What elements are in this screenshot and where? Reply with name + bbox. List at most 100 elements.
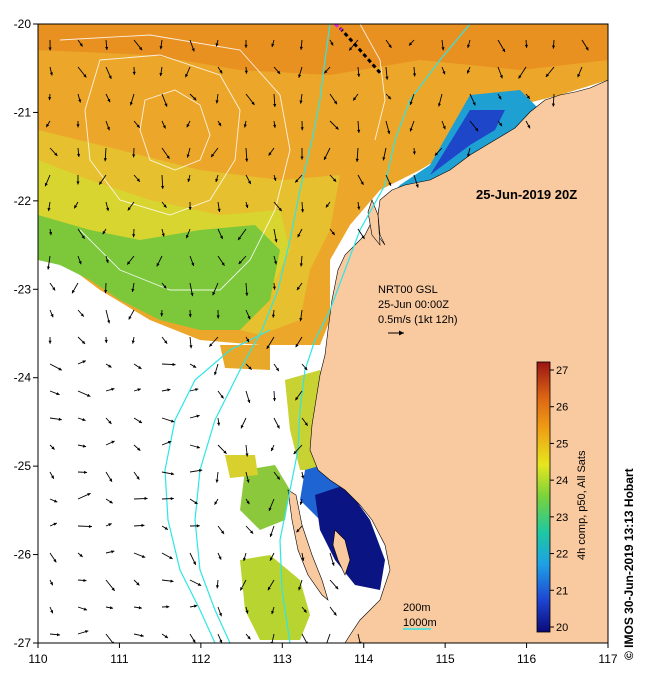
current-vector-head [109, 478, 113, 482]
current-vector-head [246, 479, 250, 483]
current-vector-head [220, 395, 224, 399]
current-vector-head [109, 500, 113, 504]
current-vector-head [299, 501, 303, 505]
current-vector-head [81, 340, 86, 344]
x-axis: 110 111 112 113 114 115 116 117 [28, 643, 618, 666]
y-tick-label: -24 [14, 371, 32, 385]
current-vector-head [278, 207, 282, 212]
x-tick-label: 113 [273, 652, 292, 666]
current-vector-head [52, 287, 56, 291]
current-vector-head [186, 154, 190, 158]
current-vector-head [382, 157, 386, 161]
current-vector-head [303, 609, 307, 613]
x-tick-label: 112 [191, 652, 210, 666]
current-vector-head [140, 633, 144, 638]
current-vector-head [271, 43, 275, 47]
current-vector-head [295, 343, 299, 348]
current-vector-head [249, 530, 254, 534]
current-vector-head [132, 154, 136, 158]
current-vector-head [48, 97, 52, 101]
current-vector-head [251, 101, 255, 106]
current-vector-head [163, 204, 167, 208]
current-vector [105, 633, 114, 643]
current-vector-head [527, 124, 531, 129]
current-vector-head [136, 476, 140, 480]
x-tick-label: 111 [110, 652, 129, 666]
current-vector-head [192, 364, 197, 368]
current-vector-head [78, 260, 82, 265]
island-dirk-hartog [287, 489, 329, 601]
sst-green-region [38, 215, 280, 330]
current-vector-head [247, 636, 251, 640]
current-vector-head [74, 205, 78, 209]
current-vector-head [276, 476, 280, 480]
current-vector-head [223, 450, 227, 454]
current-vector-head [199, 468, 203, 473]
current-vector-head [498, 122, 503, 127]
current-vector-head [46, 123, 50, 128]
current-vector-head [242, 557, 247, 562]
current-vector-head [53, 559, 57, 563]
current-vector-head [295, 179, 299, 183]
current-vector-head [164, 103, 168, 107]
current-vector-head [217, 208, 221, 212]
current-vector-head [276, 425, 280, 429]
y-tick-label: -26 [14, 548, 32, 562]
current-vector-head [102, 230, 106, 235]
current-vector-head [194, 501, 198, 505]
current-vector-head [191, 262, 195, 267]
current-vector-head [78, 99, 82, 103]
current-vector-head [524, 44, 529, 48]
current-vector-head [50, 475, 54, 479]
current-vector-head [48, 231, 53, 236]
current-vector-head [167, 388, 171, 392]
current-vector-head [273, 261, 278, 265]
current-vector-head [269, 533, 273, 537]
current-vector-head [246, 500, 250, 505]
current-vector-head [442, 70, 446, 75]
current-vector-head [193, 604, 198, 608]
current-vector-head [83, 578, 87, 583]
x-tick-label: 116 [517, 652, 536, 666]
current-vector-head [109, 606, 114, 610]
current-vector-head [300, 127, 304, 131]
current-vector-head [106, 126, 110, 131]
sst-patch-south [240, 465, 290, 530]
current-vector-head [271, 610, 275, 615]
current-vector-head [82, 360, 86, 364]
current-vector-head [215, 585, 220, 589]
current-vector-head [466, 70, 470, 74]
current-vector-head [136, 124, 140, 128]
current-vector-head [245, 204, 249, 208]
current-vector-head [49, 72, 53, 76]
depth-legend-1000m: 1000m [403, 617, 437, 629]
current-vector-head [108, 523, 112, 527]
current-vector-head [213, 371, 218, 376]
current-vector-head [216, 315, 220, 319]
current-vector-head [189, 345, 193, 349]
current-vector-head [72, 289, 75, 294]
current-vector-head [193, 97, 197, 101]
current-vector-head [415, 184, 419, 188]
current-vector-head [83, 74, 87, 78]
current-vector-head [304, 366, 308, 371]
current-vector-head [298, 586, 302, 591]
current-vector-head [272, 286, 276, 290]
current-vector-head [324, 70, 328, 74]
current-vector-head [526, 95, 530, 99]
date-label: 25-Jun-2019 20Z [476, 187, 577, 202]
current-vector-head [551, 45, 556, 49]
current-vector-head [247, 180, 251, 185]
current-vector-head [296, 529, 300, 533]
current-vector-head [274, 239, 278, 243]
current-vector-head [247, 399, 251, 403]
current-vector-head [472, 102, 476, 106]
current-vector-head [355, 158, 359, 162]
current-vector-head [441, 47, 445, 51]
current-vector-head [475, 127, 479, 132]
current-vector-head [293, 450, 297, 455]
current-vector-head [245, 453, 249, 457]
current-vector-head [585, 46, 589, 51]
current-vector-head [361, 235, 365, 239]
current-info-line1: NRT00 GSL [378, 284, 438, 296]
